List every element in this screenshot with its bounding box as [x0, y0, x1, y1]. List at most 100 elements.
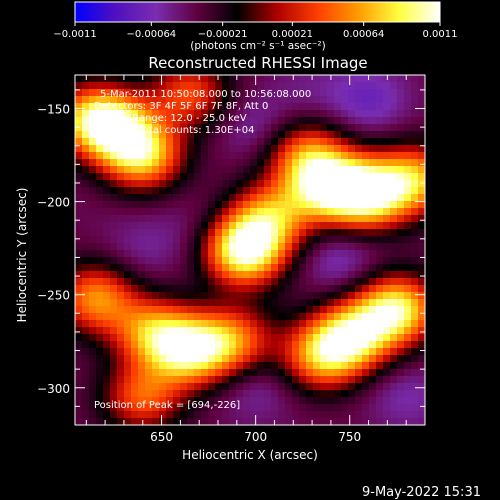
- heatmap-cell: [201, 75, 209, 83]
- heatmap-cell: [404, 187, 412, 195]
- heatmap-cell: [229, 299, 237, 307]
- heatmap-cell: [418, 152, 425, 160]
- heatmap-cell: [264, 404, 272, 412]
- heatmap-cell: [397, 152, 405, 160]
- heatmap-cell: [166, 418, 174, 425]
- heatmap-cell: [383, 124, 391, 132]
- heatmap-cell: [362, 236, 370, 244]
- heatmap-cell: [208, 404, 216, 412]
- heatmap-cell: [173, 250, 181, 258]
- heatmap-cell: [397, 89, 405, 97]
- heatmap-cell: [180, 404, 188, 412]
- heatmap-cell: [285, 152, 293, 160]
- heatmap-cell: [285, 355, 293, 363]
- heatmap-cell: [418, 355, 425, 363]
- heatmap-cell: [215, 327, 223, 335]
- heatmap-cell: [411, 334, 419, 342]
- heatmap-cell: [131, 110, 139, 118]
- heatmap-cell: [215, 131, 223, 139]
- heatmap-cell: [348, 299, 356, 307]
- heatmap-cell: [271, 152, 279, 160]
- heatmap-cell: [208, 320, 216, 328]
- heatmap-cell: [348, 138, 356, 146]
- heatmap-cell: [348, 397, 356, 405]
- heatmap-cell: [201, 194, 209, 202]
- heatmap-cell: [369, 138, 377, 146]
- heatmap-cell: [103, 173, 111, 181]
- heatmap-cell: [96, 250, 104, 258]
- heatmap-cell: [180, 89, 188, 97]
- heatmap-cell: [131, 369, 139, 377]
- heatmap-cell: [138, 313, 146, 321]
- heatmap-cell: [145, 96, 153, 104]
- heatmap-cell: [82, 96, 90, 104]
- heatmap-cell: [348, 334, 356, 342]
- heatmap-cell: [159, 397, 167, 405]
- heatmap-cell: [250, 124, 258, 132]
- heatmap-cell: [299, 229, 307, 237]
- heatmap-cell: [208, 285, 216, 293]
- heatmap-cell: [383, 236, 391, 244]
- heatmap-cell: [285, 236, 293, 244]
- heatmap-cell: [257, 341, 265, 349]
- heatmap-cell: [411, 292, 419, 300]
- heatmap-cell: [362, 152, 370, 160]
- heatmap-cell: [362, 257, 370, 265]
- heatmap-cell: [236, 320, 244, 328]
- heatmap-cell: [341, 320, 349, 328]
- heatmap-cell: [320, 369, 328, 377]
- heatmap-cell: [257, 271, 265, 279]
- heatmap-cell: [390, 166, 398, 174]
- heatmap-cell: [117, 313, 125, 321]
- heatmap-cell: [75, 257, 83, 265]
- heatmap-cell: [215, 75, 223, 83]
- heatmap-cell: [166, 138, 174, 146]
- heatmap-cell: [96, 103, 104, 111]
- heatmap-cell: [264, 341, 272, 349]
- heatmap-cell: [159, 418, 167, 425]
- heatmap-cell: [404, 166, 412, 174]
- heatmap-cell: [103, 152, 111, 160]
- heatmap-cell: [348, 180, 356, 188]
- heatmap-cell: [89, 397, 97, 405]
- heatmap-cell: [124, 313, 132, 321]
- heatmap-cell: [131, 89, 139, 97]
- heatmap-cell: [257, 390, 265, 398]
- heatmap-cell: [173, 215, 181, 223]
- heatmap-cell: [383, 264, 391, 272]
- heatmap-cell: [180, 355, 188, 363]
- heatmap-cell: [411, 110, 419, 118]
- heatmap-cell: [138, 362, 146, 370]
- heatmap-cell: [201, 131, 209, 139]
- heatmap-cell: [299, 243, 307, 251]
- heatmap-cell: [278, 250, 286, 258]
- heatmap-cell: [229, 250, 237, 258]
- heatmap-cell: [362, 145, 370, 153]
- heatmap-cell: [201, 264, 209, 272]
- heatmap-cell: [117, 194, 125, 202]
- heatmap-cell: [362, 110, 370, 118]
- heatmap-cell: [117, 138, 125, 146]
- heatmap-cell: [362, 418, 370, 425]
- heatmap-cell: [376, 96, 384, 104]
- heatmap-cell: [292, 173, 300, 181]
- heatmap-cell: [208, 250, 216, 258]
- heatmap-cell: [82, 313, 90, 321]
- heatmap-cell: [89, 187, 97, 195]
- heatmap-cell: [159, 257, 167, 265]
- heatmap-cell: [341, 131, 349, 139]
- heatmap-cell: [96, 327, 104, 335]
- heatmap-cell: [257, 362, 265, 370]
- heatmap-cell: [201, 369, 209, 377]
- heatmap-cell: [264, 348, 272, 356]
- heatmap-cell: [390, 145, 398, 153]
- heatmap-cell: [194, 152, 202, 160]
- heatmap-cell: [264, 229, 272, 237]
- heatmap-cell: [306, 89, 314, 97]
- heatmap-cell: [180, 362, 188, 370]
- heatmap-cell: [243, 327, 251, 335]
- heatmap-cell: [152, 145, 160, 153]
- heatmap-cell: [89, 250, 97, 258]
- heatmap-cell: [341, 103, 349, 111]
- heatmap-cell: [166, 117, 174, 125]
